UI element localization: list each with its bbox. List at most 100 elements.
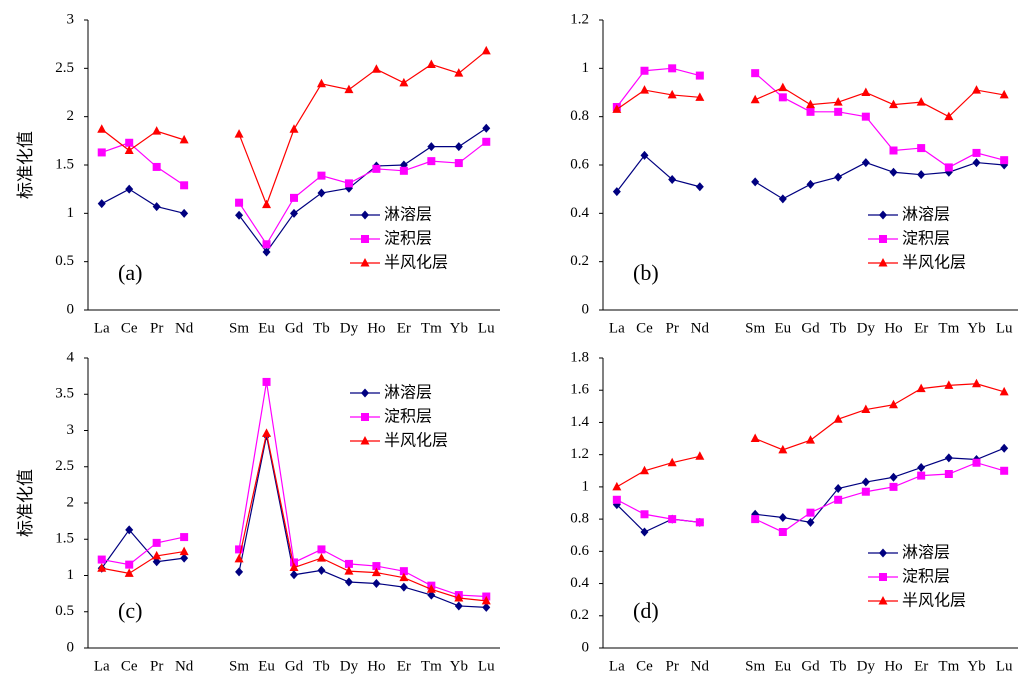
- marker: [806, 435, 815, 444]
- marker: [234, 553, 244, 563]
- y-tick-label: 1: [582, 60, 590, 76]
- marker: [834, 172, 843, 182]
- x-tick-label: Sm: [745, 320, 765, 336]
- x-tick-label: Dy: [857, 320, 876, 336]
- marker: [97, 563, 107, 572]
- x-tick-label: Yb: [967, 320, 985, 336]
- marker: [481, 45, 491, 55]
- marker: [778, 444, 788, 454]
- x-tick-label: Pr: [150, 658, 163, 674]
- marker: [879, 548, 887, 558]
- marker: [972, 158, 981, 168]
- marker: [889, 99, 898, 109]
- y-axis-label: 标准化值: [16, 469, 36, 537]
- marker: [371, 64, 381, 73]
- y-tick-label: 1: [67, 567, 75, 583]
- x-tick-label: Nd: [691, 320, 710, 336]
- marker: [399, 582, 408, 592]
- panel-label: (a): [118, 260, 142, 285]
- marker: [235, 567, 244, 577]
- x-tick-label: Pr: [665, 658, 678, 674]
- x-tick-label: Ho: [367, 320, 385, 336]
- marker: [879, 235, 887, 243]
- marker: [97, 199, 106, 209]
- legend-label: 半风化层: [384, 253, 448, 272]
- marker: [917, 471, 926, 480]
- marker: [234, 129, 244, 138]
- y-tick-label: 1: [582, 478, 590, 494]
- marker: [454, 592, 464, 602]
- marker: [262, 428, 272, 437]
- panel: 0 0.2 0.4 0.6 0.8 1 1.2 1.4 1.6 1.8 La Ce Pr Nd Sm Eu Gd…: [570, 349, 1018, 674]
- x-tick-label: Ce: [636, 320, 653, 336]
- marker: [482, 602, 491, 612]
- x-tick-label: Dy: [340, 658, 359, 674]
- x-tick-label: Ho: [367, 658, 385, 674]
- marker: [262, 199, 272, 209]
- y-tick-label: 0.6: [570, 543, 589, 559]
- x-tick-label: Lu: [996, 658, 1013, 674]
- marker: [806, 99, 815, 109]
- marker: [481, 595, 491, 605]
- marker: [944, 470, 953, 478]
- marker: [778, 93, 787, 102]
- marker: [806, 517, 815, 527]
- legend-label: 淀积层: [384, 407, 432, 426]
- marker: [833, 97, 843, 106]
- marker: [399, 77, 409, 87]
- marker: [806, 179, 815, 189]
- y-tick-label: 0.2: [570, 607, 589, 623]
- x-tick-label: Gd: [285, 658, 304, 674]
- marker: [125, 138, 134, 147]
- marker: [834, 484, 843, 493]
- y-tick-label: 0.8: [570, 108, 589, 124]
- marker: [751, 515, 760, 524]
- marker: [180, 181, 189, 190]
- marker: [289, 562, 299, 572]
- legend-label: 淋溶层: [902, 543, 950, 562]
- x-tick-label: Nd: [691, 658, 710, 674]
- marker: [317, 171, 326, 180]
- y-tick-label: 1.2: [570, 11, 589, 27]
- marker: [317, 545, 326, 554]
- x-tick-label: Tm: [421, 658, 442, 674]
- marker: [235, 210, 244, 220]
- marker: [262, 377, 271, 386]
- series-line: [101, 435, 487, 608]
- y-tick-label: 0.2: [570, 253, 589, 269]
- marker: [834, 107, 843, 116]
- marker: [999, 386, 1009, 396]
- y-tick-label: 0.5: [55, 603, 74, 619]
- series-line: [101, 127, 487, 254]
- marker: [124, 145, 134, 154]
- x-tick-label: Sm: [229, 658, 249, 674]
- marker: [316, 553, 326, 562]
- marker: [152, 550, 162, 560]
- marker: [360, 436, 370, 445]
- marker: [235, 545, 244, 554]
- marker: [640, 66, 649, 75]
- x-tick-label: Gd: [801, 658, 820, 674]
- marker: [751, 69, 760, 78]
- marker: [344, 577, 353, 587]
- marker: [972, 458, 981, 467]
- y-tick-label: 0.5: [55, 253, 74, 269]
- y-tick-label: 2.5: [55, 458, 74, 474]
- marker: [1000, 156, 1009, 165]
- x-tick-label: Eu: [774, 658, 791, 674]
- marker: [834, 495, 843, 504]
- marker: [778, 513, 787, 522]
- marker: [889, 482, 898, 491]
- x-tick-label: Tm: [938, 320, 959, 336]
- x-tick-label: La: [94, 658, 110, 674]
- legend-label: 半风化层: [902, 591, 966, 610]
- marker: [180, 208, 189, 218]
- marker: [152, 538, 161, 547]
- x-tick-label: Tm: [421, 320, 442, 336]
- x-tick-label: Eu: [774, 320, 791, 336]
- y-tick-label: 2.5: [55, 60, 74, 76]
- panel: 0 0.5 1 1.5 2 2.5 3 La Ce Pr Nd Sm Eu Gd Tb Dy Ho Er Tm Yb L…: [16, 11, 500, 336]
- marker: [361, 413, 369, 421]
- x-tick-label: Gd: [285, 320, 304, 336]
